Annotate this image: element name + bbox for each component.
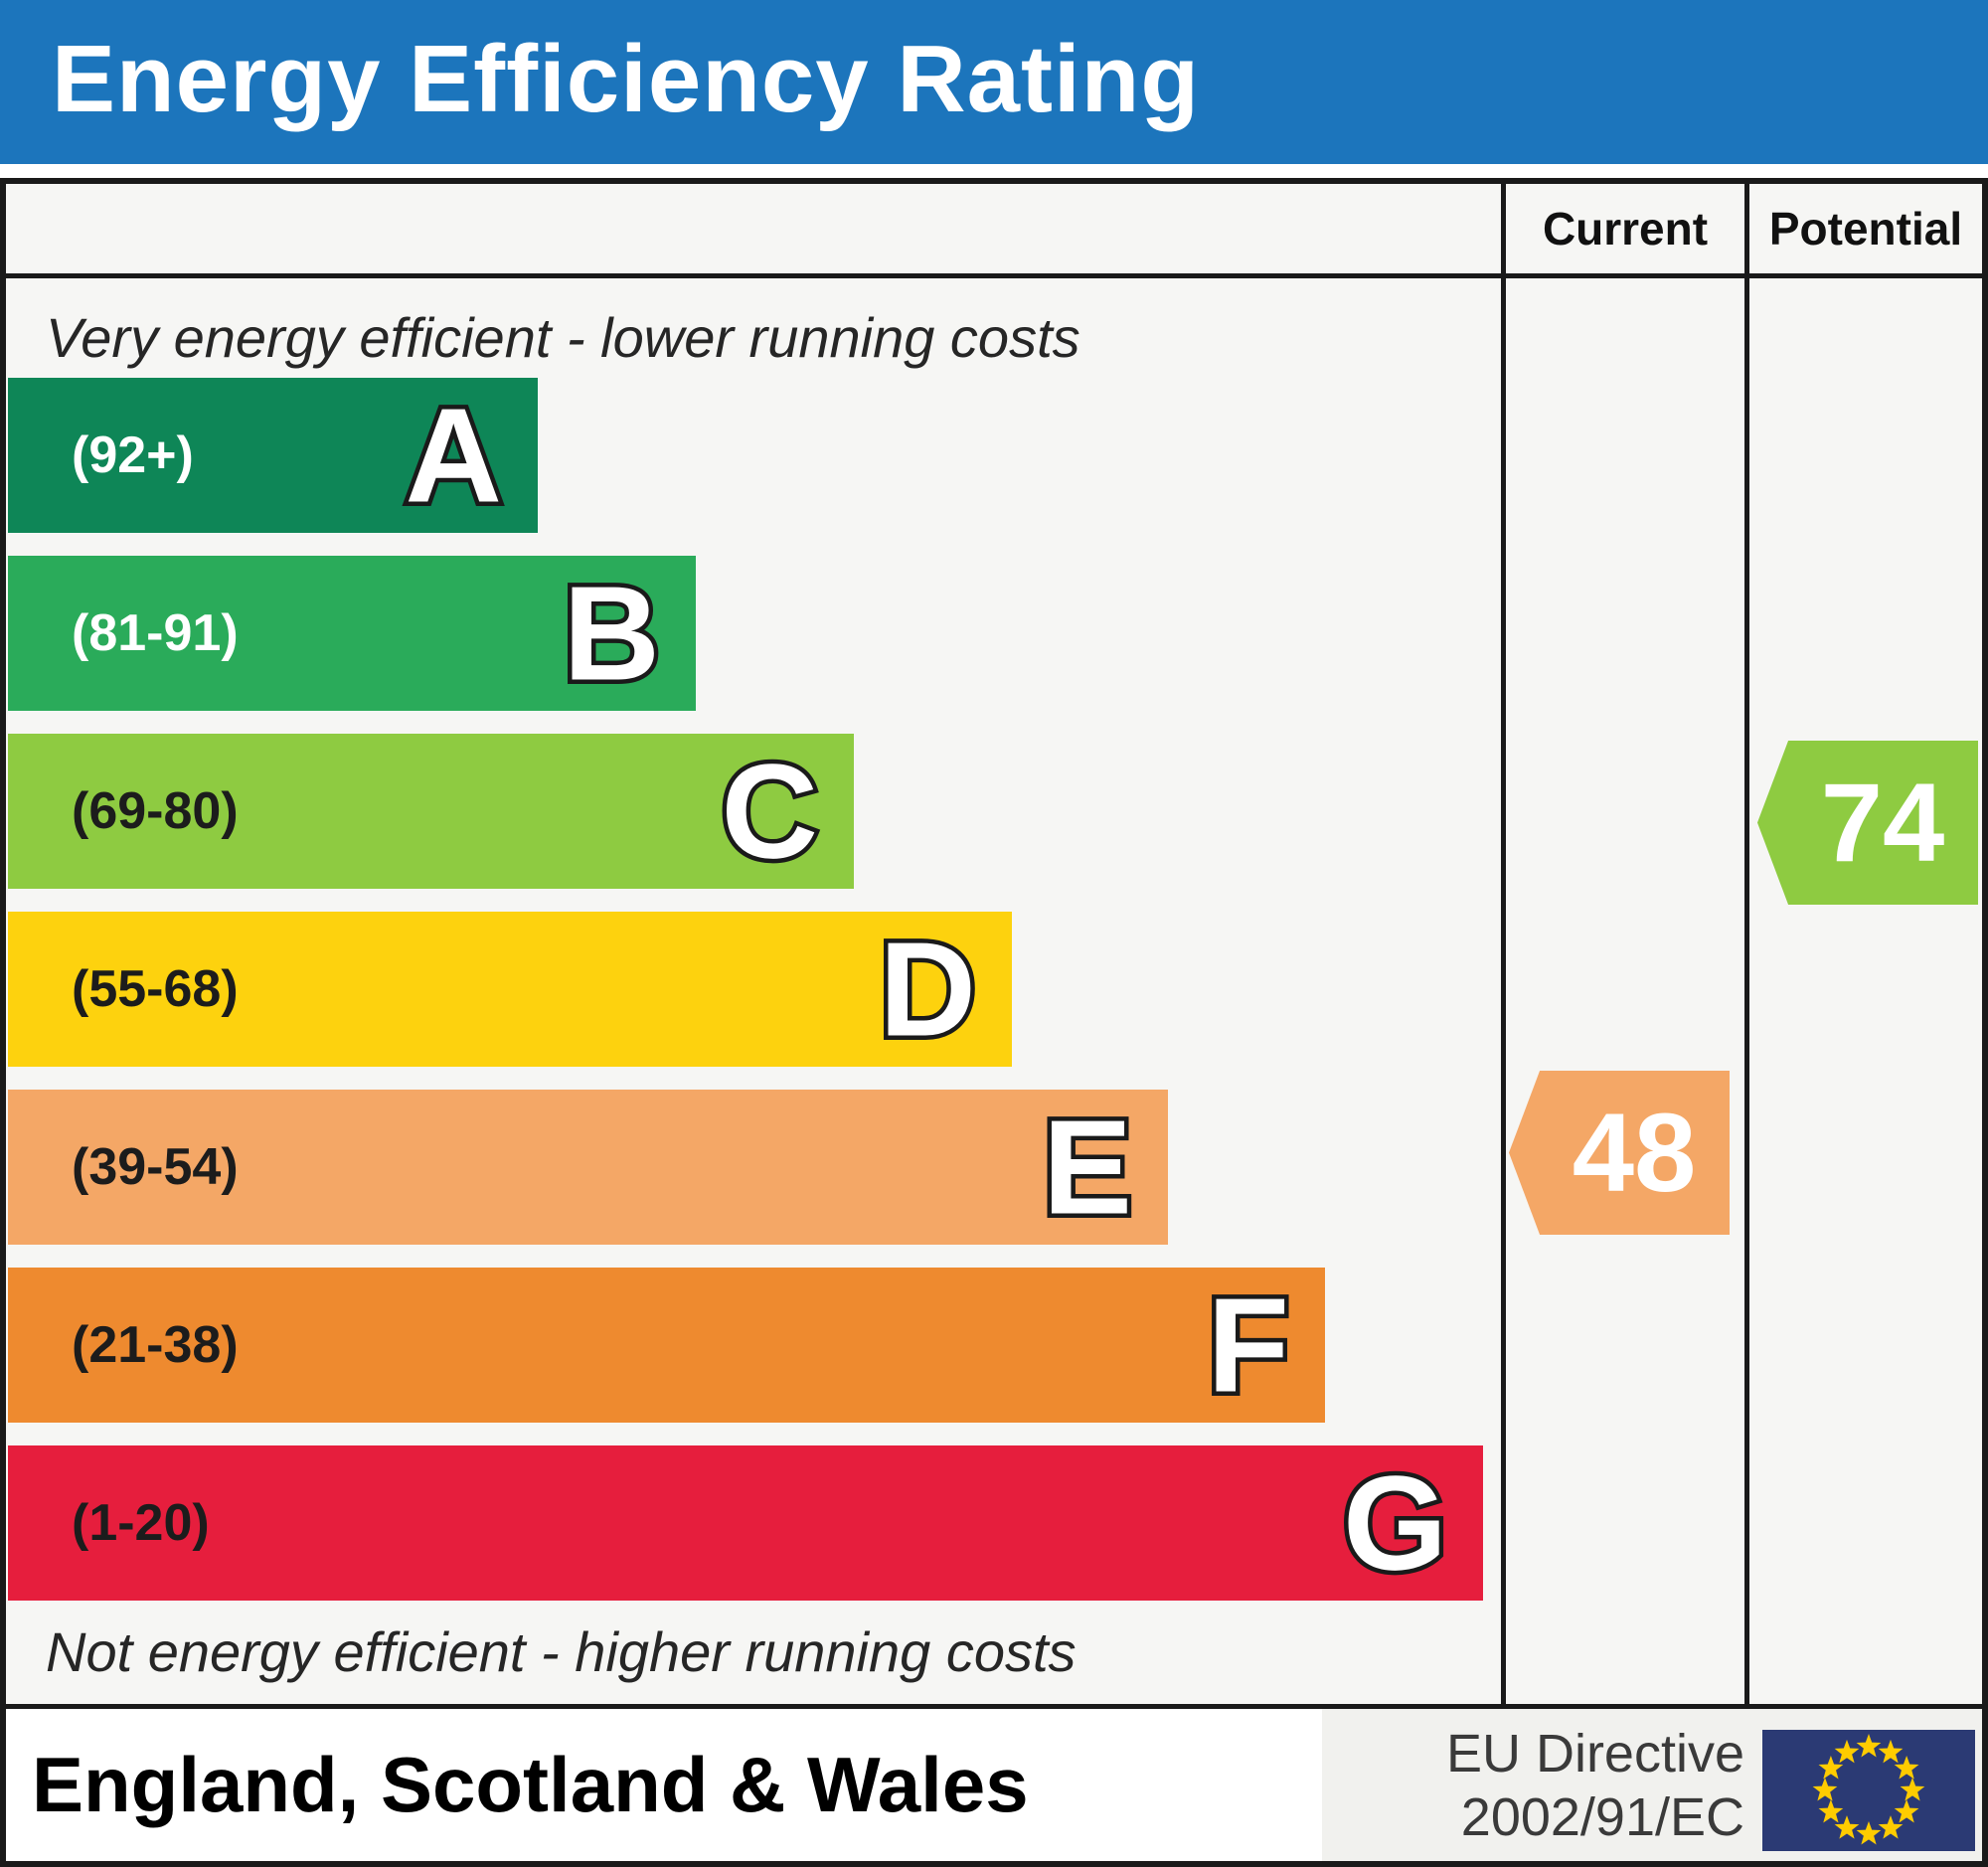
table-header-row: Current Potential — [6, 184, 1982, 278]
eu-flag-icon — [1762, 1730, 1975, 1851]
band-row-g: (1-20) G G — [8, 1445, 1483, 1601]
band-row-e: (39-54) E E — [8, 1090, 1168, 1245]
band-row-d: (55-68) D D — [8, 912, 1012, 1067]
band-letter: D D — [875, 914, 980, 1065]
column-header-potential: Potential — [1768, 203, 1963, 255]
band-range-label: (69-80) — [72, 782, 239, 840]
potential-rating-value: 74 — [1820, 761, 1945, 885]
footer: England, Scotland & Wales EU Directive 2… — [6, 1709, 1982, 1861]
current-rating-arrow: 48 — [1509, 1071, 1730, 1235]
title-bar: Energy Efficiency Rating — [0, 0, 1988, 164]
rating-table: Current Potential Very energy efficient … — [0, 178, 1988, 1867]
band-range-label: (1-20) — [72, 1494, 210, 1552]
band-letter: C C — [717, 736, 822, 887]
eu-directive-line2: 2002/91/EC — [1460, 1787, 1744, 1847]
band-row-b: (81-91) B B — [8, 556, 696, 711]
page-title: Energy Efficiency Rating — [52, 26, 1200, 132]
band-range-label: (55-68) — [72, 960, 239, 1018]
current-column-divider — [1501, 184, 1506, 1709]
band-range-label: (39-54) — [72, 1138, 239, 1196]
band-letter: G G — [1338, 1447, 1451, 1599]
band-row-c: (69-80) C C — [8, 734, 854, 889]
band-row-f: (21-38) F F — [8, 1268, 1325, 1423]
footer-region-label: England, Scotland & Wales — [32, 1741, 1029, 1828]
eu-directive-line1: EU Directive — [1445, 1724, 1744, 1783]
band-letter: E E — [1038, 1092, 1136, 1243]
eu-directive-label: EU Directive 2002/91/EC — [1446, 1722, 1744, 1849]
potential-rating-arrow: 74 — [1757, 741, 1978, 905]
band-letter: A A — [401, 380, 506, 531]
potential-column-divider — [1744, 184, 1749, 1709]
caption-not-efficient: Not energy efficient - higher running co… — [46, 1620, 1077, 1683]
band-letter: F F — [1203, 1270, 1294, 1421]
footer-left-panel — [6, 1709, 1322, 1861]
band-row-a: (92+) A A — [8, 378, 538, 533]
caption-very-efficient: Very energy efficient - lower running co… — [46, 306, 1080, 369]
current-rating-value: 48 — [1572, 1091, 1697, 1215]
column-header-current: Current — [1542, 203, 1709, 255]
chart-footer-divider — [6, 1704, 1982, 1709]
band-range-label: (21-38) — [72, 1316, 239, 1374]
band-range-label: (81-91) — [72, 604, 239, 662]
band-range-label: (92+) — [72, 426, 194, 484]
band-letter: B B — [559, 558, 664, 709]
